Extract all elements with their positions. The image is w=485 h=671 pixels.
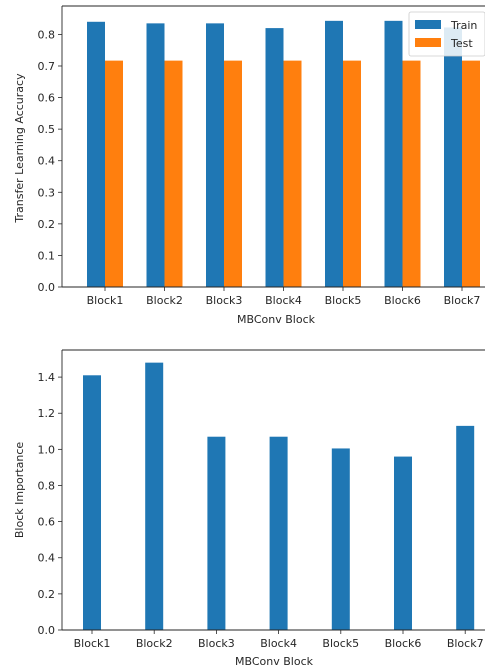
bar-block6-train — [384, 20, 403, 287]
importance-x-ticks: Block1 Block2 Block3 Block4 Block5 Block6 Bloc… — [74, 630, 484, 650]
x-tick-label: Block7 — [447, 637, 484, 650]
bar-block7 — [456, 425, 475, 630]
x-tick-label: Block4 — [265, 294, 302, 307]
accuracy-y-ticks: 0.0 0.1 0.2 0.3 0.4 0.5 0.6 0.7 0.8 — [38, 28, 62, 294]
y-tick-label: 0.5 — [38, 123, 56, 136]
bar-block1-test — [105, 60, 123, 287]
y-tick-label: 0.1 — [38, 249, 56, 262]
importance-chart: 0.00.20.40.60.81.01.21.4 Block1 Block2 Blo… — [13, 349, 485, 668]
y-tick-label: 0.4 — [38, 552, 56, 565]
y-tick-label: 0.2 — [38, 218, 56, 231]
x-tick-label: Block5 — [325, 294, 362, 307]
accuracy-chart: 0.0 0.1 0.2 0.3 0.4 0.5 0.6 0.7 0.8 Block1 Block2… — [13, 5, 485, 326]
legend-label-train: Train — [450, 19, 477, 32]
importance-y-axis-label: Block Importance — [13, 442, 26, 539]
importance-x-axis-label: MBConv Block — [235, 655, 314, 668]
importance-bars — [83, 362, 475, 630]
y-tick-label: 0.2 — [38, 588, 56, 601]
legend-swatch-test — [415, 38, 441, 47]
x-tick-label: Block6 — [385, 637, 422, 650]
bar-block6 — [394, 456, 412, 630]
legend-swatch-train — [415, 20, 441, 29]
legend-label-test: Test — [450, 37, 473, 50]
y-tick-label: 0.0 — [38, 624, 56, 637]
bar-block5-test — [343, 60, 361, 287]
bar-block7-test — [462, 60, 480, 287]
bar-block4-test — [283, 60, 302, 287]
y-tick-label: 0.0 — [38, 281, 56, 294]
y-tick-label: 0.4 — [38, 155, 56, 168]
y-tick-label: 1.0 — [38, 443, 56, 456]
x-tick-label: Block6 — [384, 294, 421, 307]
importance-axes-frame — [61, 349, 485, 631]
x-tick-label: Block3 — [206, 294, 243, 307]
y-tick-label: 1.4 — [38, 371, 56, 384]
y-tick-label: 0.7 — [38, 60, 56, 73]
y-tick-label: 0.3 — [38, 186, 56, 199]
bar-block4-train — [265, 28, 284, 287]
bar-block2-test — [164, 60, 183, 287]
x-tick-label: Block1 — [87, 294, 124, 307]
bar-block5 — [331, 448, 350, 630]
y-tick-label: 1.2 — [38, 407, 56, 420]
x-tick-label: Block2 — [146, 294, 183, 307]
bar-block7-train — [444, 27, 462, 287]
accuracy-x-axis-label: MBConv Block — [237, 313, 316, 326]
bar-block4 — [269, 436, 288, 630]
bar-block3 — [207, 436, 226, 630]
accuracy-y-axis-label: Transfer Learning Accuracy — [13, 73, 26, 224]
importance-y-ticks: 0.0 0.2 0.4 0.6 0.8 1.0 1.2 1.4 — [38, 371, 62, 637]
bar-block2 — [145, 362, 164, 630]
accuracy-x-ticks: Block1 Block2 Block3 Block4 Block5 Block6 Bloc… — [87, 287, 481, 307]
y-tick-label: 0.8 — [38, 479, 56, 492]
bar-block2-train — [146, 23, 165, 287]
bar-block6-test — [402, 60, 421, 287]
accuracy-axes-frame — [61, 5, 485, 288]
y-tick-label: 0.6 — [38, 516, 56, 529]
y-tick-label: 0.6 — [38, 92, 56, 105]
accuracy-legend: Train Test — [408, 11, 485, 57]
x-tick-label: Block2 — [136, 637, 173, 650]
x-tick-label: Block7 — [444, 294, 481, 307]
x-tick-label: Block3 — [198, 637, 235, 650]
x-tick-label: Block5 — [322, 637, 359, 650]
bar-block1-train — [87, 21, 105, 287]
y-tick-label: 0.8 — [38, 28, 56, 41]
bar-block1 — [83, 375, 101, 630]
bar-block5-train — [325, 20, 343, 287]
bar-block3-train — [206, 23, 224, 287]
bar-block3-test — [224, 60, 242, 287]
accuracy-bars — [87, 20, 480, 287]
x-tick-label: Block1 — [74, 637, 111, 650]
x-tick-label: Block4 — [260, 637, 297, 650]
